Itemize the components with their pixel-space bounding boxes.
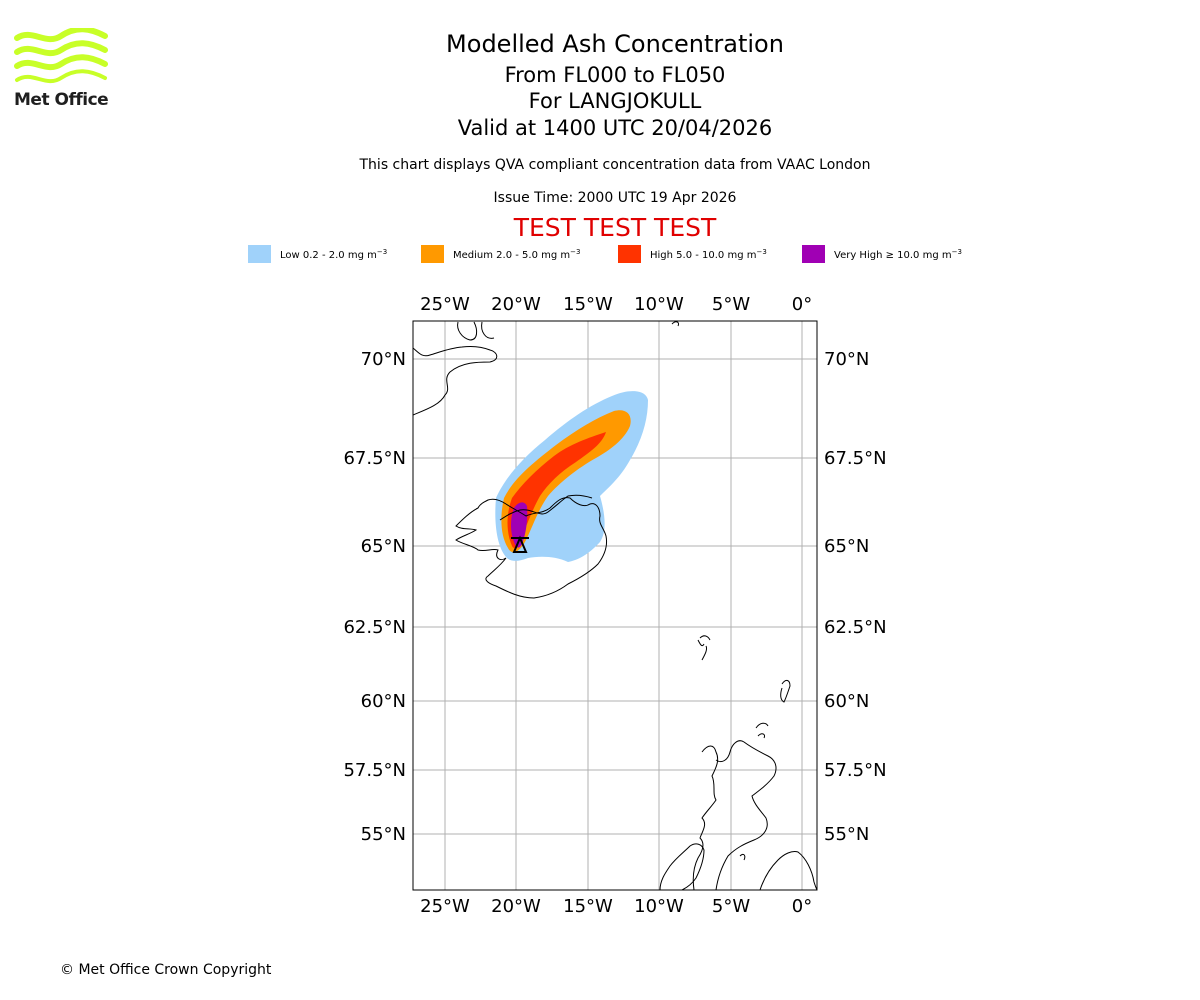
legend-swatch-high (618, 245, 641, 263)
lon-labels-top: 25°W 20°W 15°W 10°W 5°W 0° (420, 294, 812, 315)
map-frame (412, 320, 818, 891)
lat-label: 70°N (361, 349, 406, 370)
lat-label: 60°N (361, 691, 406, 712)
chart-title: Modelled Ash Concentration (446, 30, 784, 58)
legend-swatch-very-high (802, 245, 825, 263)
ireland-coast (659, 843, 705, 890)
lat-label: 60°N (824, 691, 869, 712)
lat-labels-left: 70°N 67.5°N 65°N 62.5°N 60°N 57.5°N 55°N (343, 349, 406, 845)
lat-label: 57.5°N (824, 760, 887, 781)
coastlines (413, 321, 817, 890)
shetland-coast (780, 679, 791, 703)
lon-label: 15°W (563, 294, 613, 315)
lat-labels-right: 70°N 67.5°N 65°N 62.5°N 60°N 57.5°N 55°N (824, 349, 887, 845)
legend-label-very-high: Very High ≥ 10.0 mg m−3 (834, 247, 962, 261)
logo-text: Met Office (14, 90, 109, 110)
valid-time: Valid at 1400 UTC 20/04/2026 (457, 116, 773, 140)
lon-label: 5°W (712, 294, 750, 315)
lon-label: 20°W (491, 294, 541, 315)
lat-label: 62.5°N (343, 617, 406, 638)
legend-label-high: High 5.0 - 10.0 mg m−3 (650, 247, 767, 261)
lon-label: 10°W (634, 294, 684, 315)
met-office-logo: Met Office (14, 26, 109, 114)
lon-label: 20°W (491, 896, 541, 917)
greenland-coast (413, 345, 498, 416)
lon-label: 10°W (634, 896, 684, 917)
legend-item-very-high: Very High ≥ 10.0 mg m−3 (802, 244, 962, 264)
lon-label: 0° (792, 896, 812, 917)
lon-label: 0° (792, 294, 812, 315)
lon-labels-bottom: 25°W 20°W 15°W 10°W 5°W 0° (420, 896, 812, 917)
volcano-source-icon (511, 535, 529, 553)
lat-label: 62.5°N (824, 617, 887, 638)
description: This chart displays QVA compliant concen… (359, 157, 871, 173)
ash-area-medium (501, 410, 631, 553)
legend-swatch-medium (421, 245, 444, 263)
lat-label: 67.5°N (343, 448, 406, 469)
copyright: © Met Office Crown Copyright (60, 962, 272, 978)
lon-label: 5°W (712, 896, 750, 917)
issue-time: Issue Time: 2000 UTC 19 Apr 2026 (493, 190, 737, 206)
lat-label: 55°N (361, 824, 406, 845)
test-banner: TEST TEST TEST (513, 213, 717, 242)
legend-swatch-low (248, 245, 271, 263)
lat-label: 65°N (361, 536, 406, 557)
level-range: From FL000 to FL050 (504, 63, 726, 87)
legend-label-low: Low 0.2 - 2.0 mg m−3 (280, 247, 388, 261)
scotland-coast (692, 740, 777, 890)
lat-label: 65°N (824, 536, 869, 557)
lon-label: 25°W (420, 896, 470, 917)
legend-label-medium: Medium 2.0 - 5.0 mg m−3 (453, 247, 581, 261)
iceland-coast (455, 497, 607, 599)
legend-item-high: High 5.0 - 10.0 mg m−3 (618, 244, 767, 264)
met-office-wave-icon (14, 26, 108, 84)
orkney-coast (755, 722, 769, 739)
isle-of-man-coast (739, 853, 746, 861)
volcano-name: For LANGJOKULL (528, 89, 702, 113)
lat-label: 70°N (824, 349, 869, 370)
lat-label: 67.5°N (824, 448, 887, 469)
legend-item-medium: Medium 2.0 - 5.0 mg m−3 (421, 244, 580, 264)
lat-label: 57.5°N (343, 760, 406, 781)
england-coast (759, 851, 817, 890)
faroe-coast (697, 635, 711, 661)
lon-label: 15°W (563, 896, 613, 917)
legend-item-low: Low 0.2 - 2.0 mg m−3 (248, 244, 387, 264)
lat-label: 55°N (824, 824, 869, 845)
lon-label: 25°W (420, 294, 470, 315)
